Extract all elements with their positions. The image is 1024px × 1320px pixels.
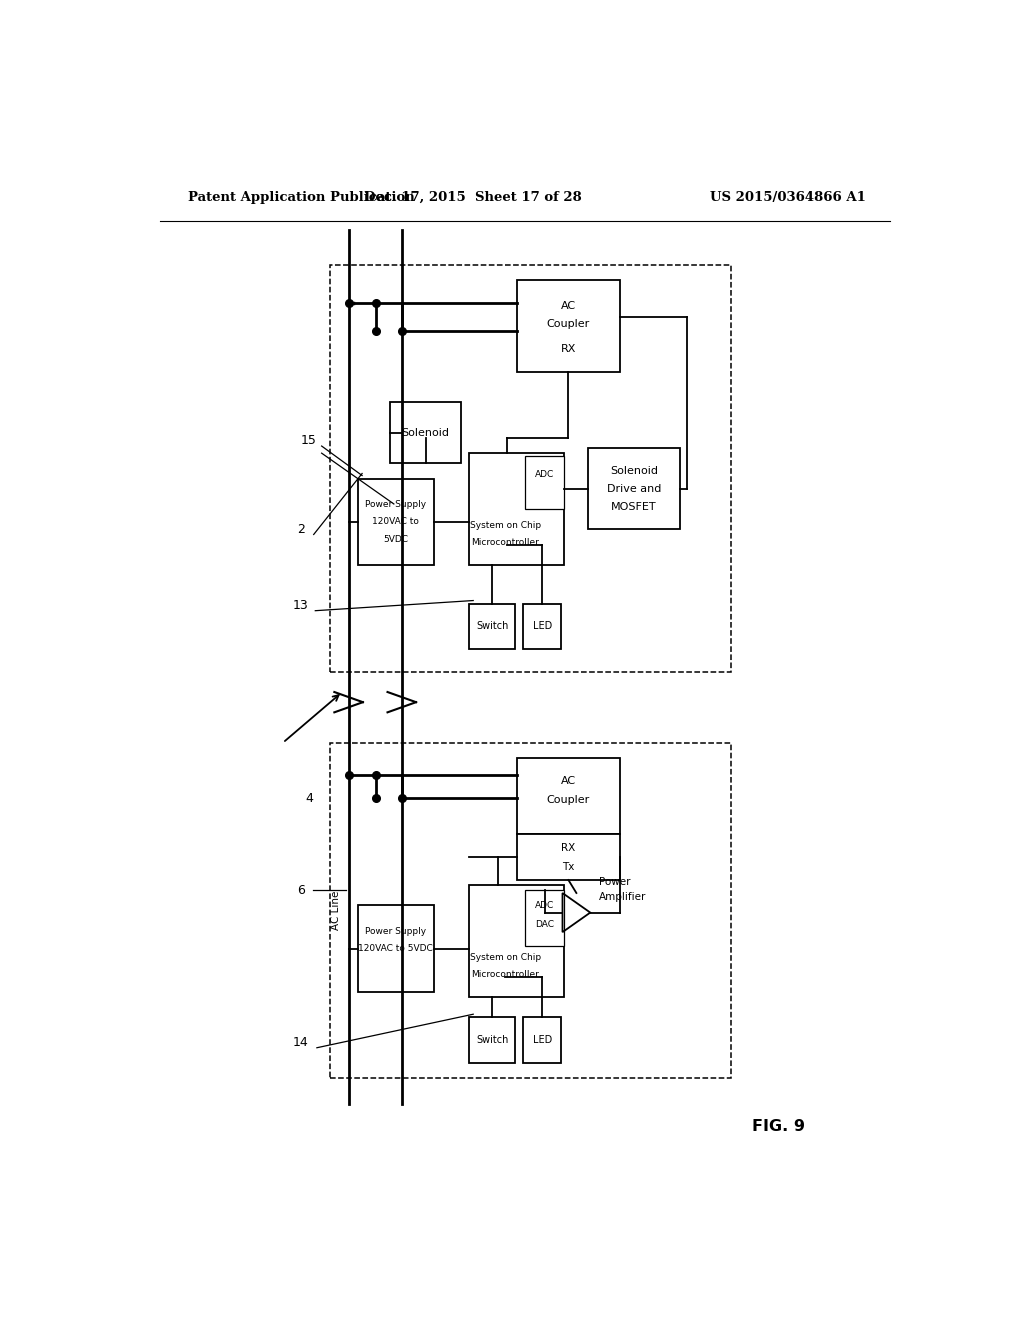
Text: Solenoid: Solenoid: [610, 466, 657, 475]
Text: 120VAC to: 120VAC to: [373, 517, 419, 527]
FancyBboxPatch shape: [517, 758, 620, 834]
Text: Switch: Switch: [476, 622, 509, 631]
Text: 2: 2: [297, 523, 305, 536]
Text: Power Supply: Power Supply: [366, 500, 426, 510]
FancyBboxPatch shape: [358, 906, 433, 991]
Text: AC Line: AC Line: [331, 891, 341, 931]
Text: Coupler: Coupler: [547, 319, 590, 329]
Text: Microcontroller: Microcontroller: [471, 970, 540, 979]
Text: System on Chip: System on Chip: [470, 521, 541, 531]
Text: AC: AC: [561, 301, 577, 312]
Text: DAC: DAC: [536, 920, 554, 929]
Text: MOSFET: MOSFET: [611, 502, 656, 512]
Text: 6: 6: [297, 883, 305, 896]
Text: Tx: Tx: [562, 862, 574, 873]
Text: ADC: ADC: [535, 470, 554, 479]
Text: RX: RX: [561, 843, 575, 853]
FancyBboxPatch shape: [588, 447, 680, 529]
Text: Dec. 17, 2015  Sheet 17 of 28: Dec. 17, 2015 Sheet 17 of 28: [365, 190, 582, 203]
Text: Drive and: Drive and: [607, 483, 662, 494]
Text: RX: RX: [561, 345, 577, 354]
Text: Solenoid: Solenoid: [401, 428, 450, 438]
FancyBboxPatch shape: [517, 280, 620, 372]
Text: Power: Power: [599, 876, 630, 887]
FancyBboxPatch shape: [469, 1018, 515, 1063]
Text: Amplifier: Amplifier: [599, 892, 646, 903]
Text: AC: AC: [561, 776, 577, 785]
Text: 14: 14: [293, 1036, 309, 1049]
Text: Power Supply: Power Supply: [366, 927, 426, 936]
Text: Microcontroller: Microcontroller: [471, 539, 540, 546]
Text: US 2015/0364866 A1: US 2015/0364866 A1: [711, 190, 866, 203]
Text: 5VDC: 5VDC: [383, 535, 409, 544]
Text: Patent Application Publication: Patent Application Publication: [187, 190, 415, 203]
FancyBboxPatch shape: [358, 479, 433, 565]
Text: FIG. 9: FIG. 9: [753, 1118, 805, 1134]
Text: LED: LED: [532, 622, 552, 631]
Text: Coupler: Coupler: [547, 795, 590, 805]
Text: 120VAC to 5VDC: 120VAC to 5VDC: [358, 944, 433, 953]
FancyBboxPatch shape: [469, 886, 564, 997]
FancyBboxPatch shape: [524, 457, 564, 510]
FancyBboxPatch shape: [523, 1018, 561, 1063]
Text: ADC: ADC: [535, 902, 554, 911]
Text: LED: LED: [532, 1035, 552, 1045]
Text: System on Chip: System on Chip: [470, 953, 541, 962]
FancyBboxPatch shape: [517, 834, 620, 880]
Text: 15: 15: [301, 434, 316, 447]
Text: 13: 13: [293, 599, 309, 612]
FancyBboxPatch shape: [523, 603, 561, 649]
Text: 4: 4: [305, 792, 313, 805]
FancyBboxPatch shape: [390, 403, 462, 463]
FancyBboxPatch shape: [524, 890, 564, 946]
FancyBboxPatch shape: [469, 453, 564, 565]
Text: Switch: Switch: [476, 1035, 509, 1045]
FancyBboxPatch shape: [469, 603, 515, 649]
